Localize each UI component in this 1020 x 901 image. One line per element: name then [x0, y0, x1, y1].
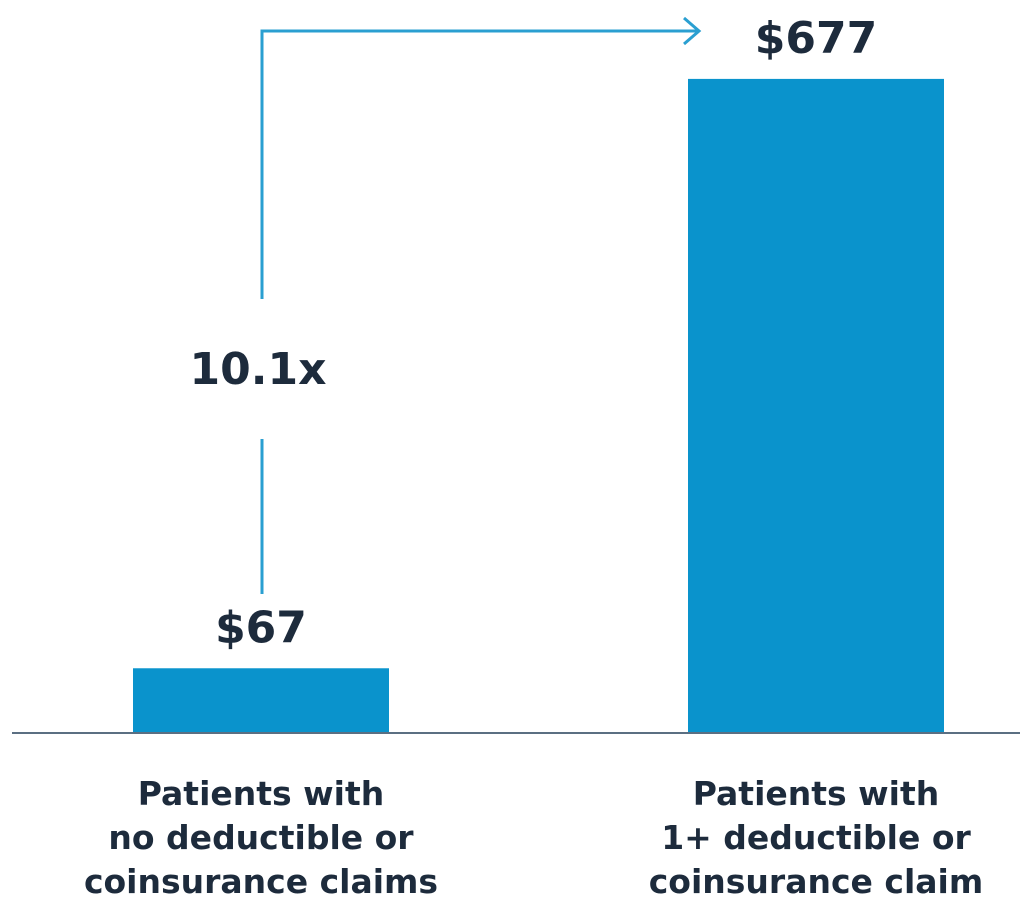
value-label-1: $67: [215, 602, 307, 653]
category-label-1-line-3: coinsurance claims: [84, 862, 438, 901]
bars-group: [133, 78, 944, 733]
category-label-1-line-2: no deductible or: [108, 818, 414, 857]
bar-2: [688, 78, 944, 733]
category-labels-group: Patients with no deductible or coinsurance…: [84, 774, 983, 901]
multiplier-label: 10.1x: [190, 344, 327, 395]
category-label-2-line-2: 1+ deductible or: [661, 818, 971, 857]
category-label-1-line-1: Patients with: [138, 774, 385, 813]
connector-arrowhead: [683, 16, 702, 46]
category-label-2-line-3: coinsurance claim: [649, 862, 983, 901]
bar-1: [133, 668, 389, 733]
value-label-2: $677: [755, 13, 877, 64]
value-labels-group: $67 $677: [215, 13, 877, 653]
category-label-2-line-1: Patients with: [693, 774, 940, 813]
comparison-connector: [260, 16, 702, 594]
